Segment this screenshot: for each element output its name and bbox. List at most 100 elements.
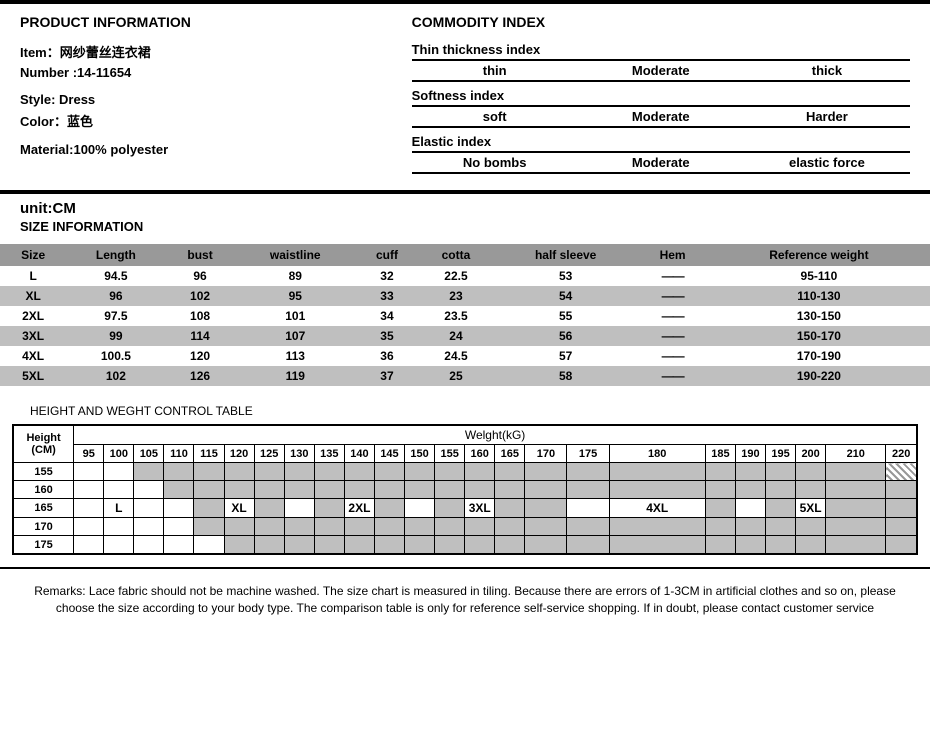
size-cell: —— bbox=[637, 306, 707, 326]
hw-cell bbox=[735, 481, 765, 499]
hw-height-cell: 165 bbox=[14, 499, 74, 518]
hw-weight-header: Welght(kG) bbox=[74, 426, 917, 445]
size-cell: 55 bbox=[494, 306, 638, 326]
hw-cell bbox=[74, 499, 104, 518]
hw-cell bbox=[164, 536, 194, 554]
hw-cell bbox=[886, 463, 917, 481]
size-cell: 96 bbox=[166, 266, 235, 286]
commodity-title: COMMODITY INDEX bbox=[412, 14, 910, 30]
hw-cell bbox=[705, 481, 735, 499]
size-cell: 120 bbox=[166, 346, 235, 366]
hw-cell bbox=[735, 463, 765, 481]
size-cell: 130-150 bbox=[708, 306, 930, 326]
size-col-header: cotta bbox=[418, 244, 494, 266]
hw-cell bbox=[314, 499, 344, 518]
hw-cell bbox=[609, 481, 705, 499]
hw-weight-cell: 195 bbox=[766, 445, 796, 463]
hw-table: Height (CM) Welght(kG) 95100105110115120… bbox=[13, 425, 917, 554]
hw-cell bbox=[224, 463, 254, 481]
size-row: 3XL99114107352456——150-170 bbox=[0, 326, 930, 346]
elastic-c: elastic force bbox=[744, 153, 910, 172]
product-title: PRODUCT INFORMATION bbox=[20, 14, 412, 30]
hw-cell bbox=[495, 463, 525, 481]
hw-cell bbox=[705, 499, 735, 518]
hw-cell bbox=[284, 536, 314, 554]
hw-cell bbox=[104, 463, 134, 481]
hw-cell bbox=[284, 481, 314, 499]
hw-cell bbox=[374, 518, 404, 536]
size-cell: 150-170 bbox=[708, 326, 930, 346]
size-cell: 95-110 bbox=[708, 266, 930, 286]
hw-cell bbox=[465, 463, 495, 481]
hw-cell bbox=[609, 536, 705, 554]
size-cell: 5XL bbox=[0, 366, 66, 386]
hw-cell bbox=[465, 481, 495, 499]
size-cell: —— bbox=[637, 286, 707, 306]
hw-size-label: 5XL bbox=[796, 499, 826, 518]
hw-weight-cell: 175 bbox=[567, 445, 609, 463]
hw-cell bbox=[104, 481, 134, 499]
hw-row: 160 bbox=[14, 481, 917, 499]
hw-cell bbox=[374, 499, 404, 518]
hw-cell bbox=[164, 499, 194, 518]
soft-a: soft bbox=[412, 107, 578, 126]
size-cell: 36 bbox=[356, 346, 418, 366]
size-cell: —— bbox=[637, 346, 707, 366]
hw-cell bbox=[74, 463, 104, 481]
size-cell: 95 bbox=[235, 286, 356, 306]
size-cell: 126 bbox=[166, 366, 235, 386]
hw-weight-cell: 125 bbox=[254, 445, 284, 463]
hw-cell bbox=[796, 481, 826, 499]
hw-height-cell: 170 bbox=[14, 518, 74, 536]
hw-weight-cell: 110 bbox=[164, 445, 194, 463]
size-cell: 113 bbox=[235, 346, 356, 366]
hw-cell bbox=[194, 499, 224, 518]
hw-cell bbox=[766, 463, 796, 481]
hw-weight-cell: 165 bbox=[495, 445, 525, 463]
hw-cell bbox=[405, 499, 435, 518]
hw-cell bbox=[495, 499, 525, 518]
hw-cell bbox=[766, 518, 796, 536]
hw-weight-cell: 200 bbox=[796, 445, 826, 463]
hw-cell bbox=[435, 481, 465, 499]
size-cell: 23.5 bbox=[418, 306, 494, 326]
hw-cell bbox=[344, 536, 374, 554]
hw-cell bbox=[435, 536, 465, 554]
size-cell: 25 bbox=[418, 366, 494, 386]
size-cell: 22.5 bbox=[418, 266, 494, 286]
hw-cell bbox=[284, 463, 314, 481]
size-cell: 119 bbox=[235, 366, 356, 386]
elastic-title: Elastic index bbox=[412, 134, 910, 153]
size-table: SizeLengthbustwaistlinecuffcottahalf sle… bbox=[0, 244, 930, 386]
product-info: PRODUCT INFORMATION Item：网纱蕾丝连衣裙 Number … bbox=[20, 14, 412, 180]
hw-cell bbox=[435, 499, 465, 518]
hw-size-label: XL bbox=[224, 499, 254, 518]
size-cell: XL bbox=[0, 286, 66, 306]
size-col-header: Length bbox=[66, 244, 165, 266]
hw-cell bbox=[465, 518, 495, 536]
size-cell: 107 bbox=[235, 326, 356, 346]
size-cell: —— bbox=[637, 326, 707, 346]
size-cell: 89 bbox=[235, 266, 356, 286]
hw-weight-cell: 150 bbox=[405, 445, 435, 463]
thin-title: Thin thickness index bbox=[412, 42, 910, 61]
size-cell: 99 bbox=[66, 326, 165, 346]
hw-weight-cell: 115 bbox=[194, 445, 224, 463]
hw-cell bbox=[405, 536, 435, 554]
hw-cell bbox=[104, 536, 134, 554]
hw-cell bbox=[567, 481, 609, 499]
size-row: L94.596893222.553——95-110 bbox=[0, 266, 930, 286]
hw-cell bbox=[344, 481, 374, 499]
hw-row: 175 bbox=[14, 536, 917, 554]
hw-cell bbox=[525, 481, 567, 499]
hw-row: 155 bbox=[14, 463, 917, 481]
size-cell: 94.5 bbox=[66, 266, 165, 286]
size-row: XL9610295332354——110-130 bbox=[0, 286, 930, 306]
soft-b: Moderate bbox=[578, 107, 744, 126]
size-cell: 34 bbox=[356, 306, 418, 326]
hw-cell bbox=[254, 536, 284, 554]
hw-cell bbox=[826, 518, 886, 536]
hw-weight-cell: 140 bbox=[344, 445, 374, 463]
hw-size-label: L bbox=[104, 499, 134, 518]
hw-cell bbox=[826, 463, 886, 481]
